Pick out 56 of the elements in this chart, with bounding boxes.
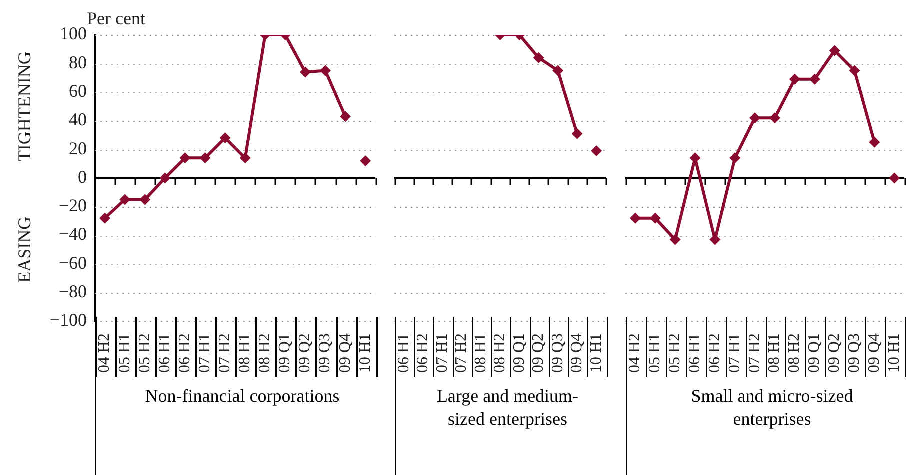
x-tick-label: 08 H2: [786, 333, 804, 374]
y-tick-label: −60: [58, 252, 87, 273]
x-tick-label: 10 H1: [886, 333, 903, 374]
x-tick-label: 09 Q2: [826, 333, 844, 374]
x-tick-label: 09 Q2: [296, 333, 314, 374]
x-tick-label: 09 Q2: [530, 333, 548, 374]
x-tick-label: 08 H2: [492, 333, 509, 374]
y-tick-label: 60: [69, 81, 87, 102]
x-axis-title: Non-financial corporations: [95, 377, 389, 475]
y-tick-label: 100: [60, 24, 87, 44]
x-tick-label: 06 H2: [176, 333, 194, 374]
x-tick-label: 04 H2: [96, 333, 114, 374]
y-tick-label: 40: [69, 110, 87, 130]
x-tick-label: 10 H1: [356, 333, 374, 374]
x-tick-label: 06 H1: [686, 333, 704, 374]
text: EASING: [14, 216, 35, 283]
x-axis-title: Small and micro-sized enterprises: [626, 377, 906, 475]
y-tick-label: −40: [58, 224, 87, 244]
x-tick-label: 09 Q1: [806, 333, 824, 374]
text: TIGHTENING: [14, 52, 35, 162]
x-tick-label: 09 Q4: [568, 333, 586, 374]
y-tick-label: 0: [78, 166, 87, 187]
x-tick-label: 05 H1: [116, 333, 134, 374]
x-tick-label: 07 H2: [216, 333, 234, 374]
x-tick-label: 08 H2: [256, 333, 274, 374]
y-tick-label: −20: [58, 196, 87, 216]
x-tick-label: 07 H1: [196, 333, 214, 374]
x-tick-label: 07 H1: [726, 333, 744, 374]
x-tick-label: 09 Q1: [276, 333, 294, 374]
x-tick-label: 09 Q4: [336, 333, 354, 374]
x-tick-label: 10 H1: [588, 333, 605, 374]
x-tick-label: 09 Q3: [316, 333, 334, 374]
x-tick-label: 08 H1: [766, 333, 784, 374]
x-tick-label: 07 H2: [746, 333, 764, 374]
x-tick-label: 09 Q1: [510, 333, 528, 374]
x-tick-label: 06 H1: [156, 333, 174, 374]
y-tick-label: −100: [50, 310, 87, 330]
x-tick-label: 08 H1: [472, 333, 490, 374]
x-tick-label: 07 H1: [434, 333, 451, 374]
x-tick-label: 09 Q4: [866, 333, 883, 374]
x-tick-label: 05 H2: [136, 333, 154, 374]
x-tick-label: 06 H2: [706, 333, 724, 374]
y-axis-title: Per cent: [87, 8, 146, 29]
y-tick-label: 20: [69, 138, 87, 158]
y-tick-label: −80: [58, 282, 87, 302]
x-tick-label: 04 H2: [626, 333, 644, 374]
x-tick-label: 07 H2: [453, 333, 470, 374]
x-tick-label: 06 H1: [395, 333, 412, 374]
x-tick-label: 08 H1: [236, 333, 254, 374]
y-tick-label: 80: [69, 52, 87, 72]
x-tick-label: 06 H2: [414, 333, 432, 374]
x-tick-label: 05 H2: [666, 333, 684, 374]
x-tick-label: 05 H1: [646, 333, 664, 374]
x-axis-title: Large and medium-sized enterprises: [394, 377, 620, 475]
x-tick-label: 09 Q3: [549, 333, 566, 374]
x-tick-label: 09 Q3: [846, 333, 863, 374]
